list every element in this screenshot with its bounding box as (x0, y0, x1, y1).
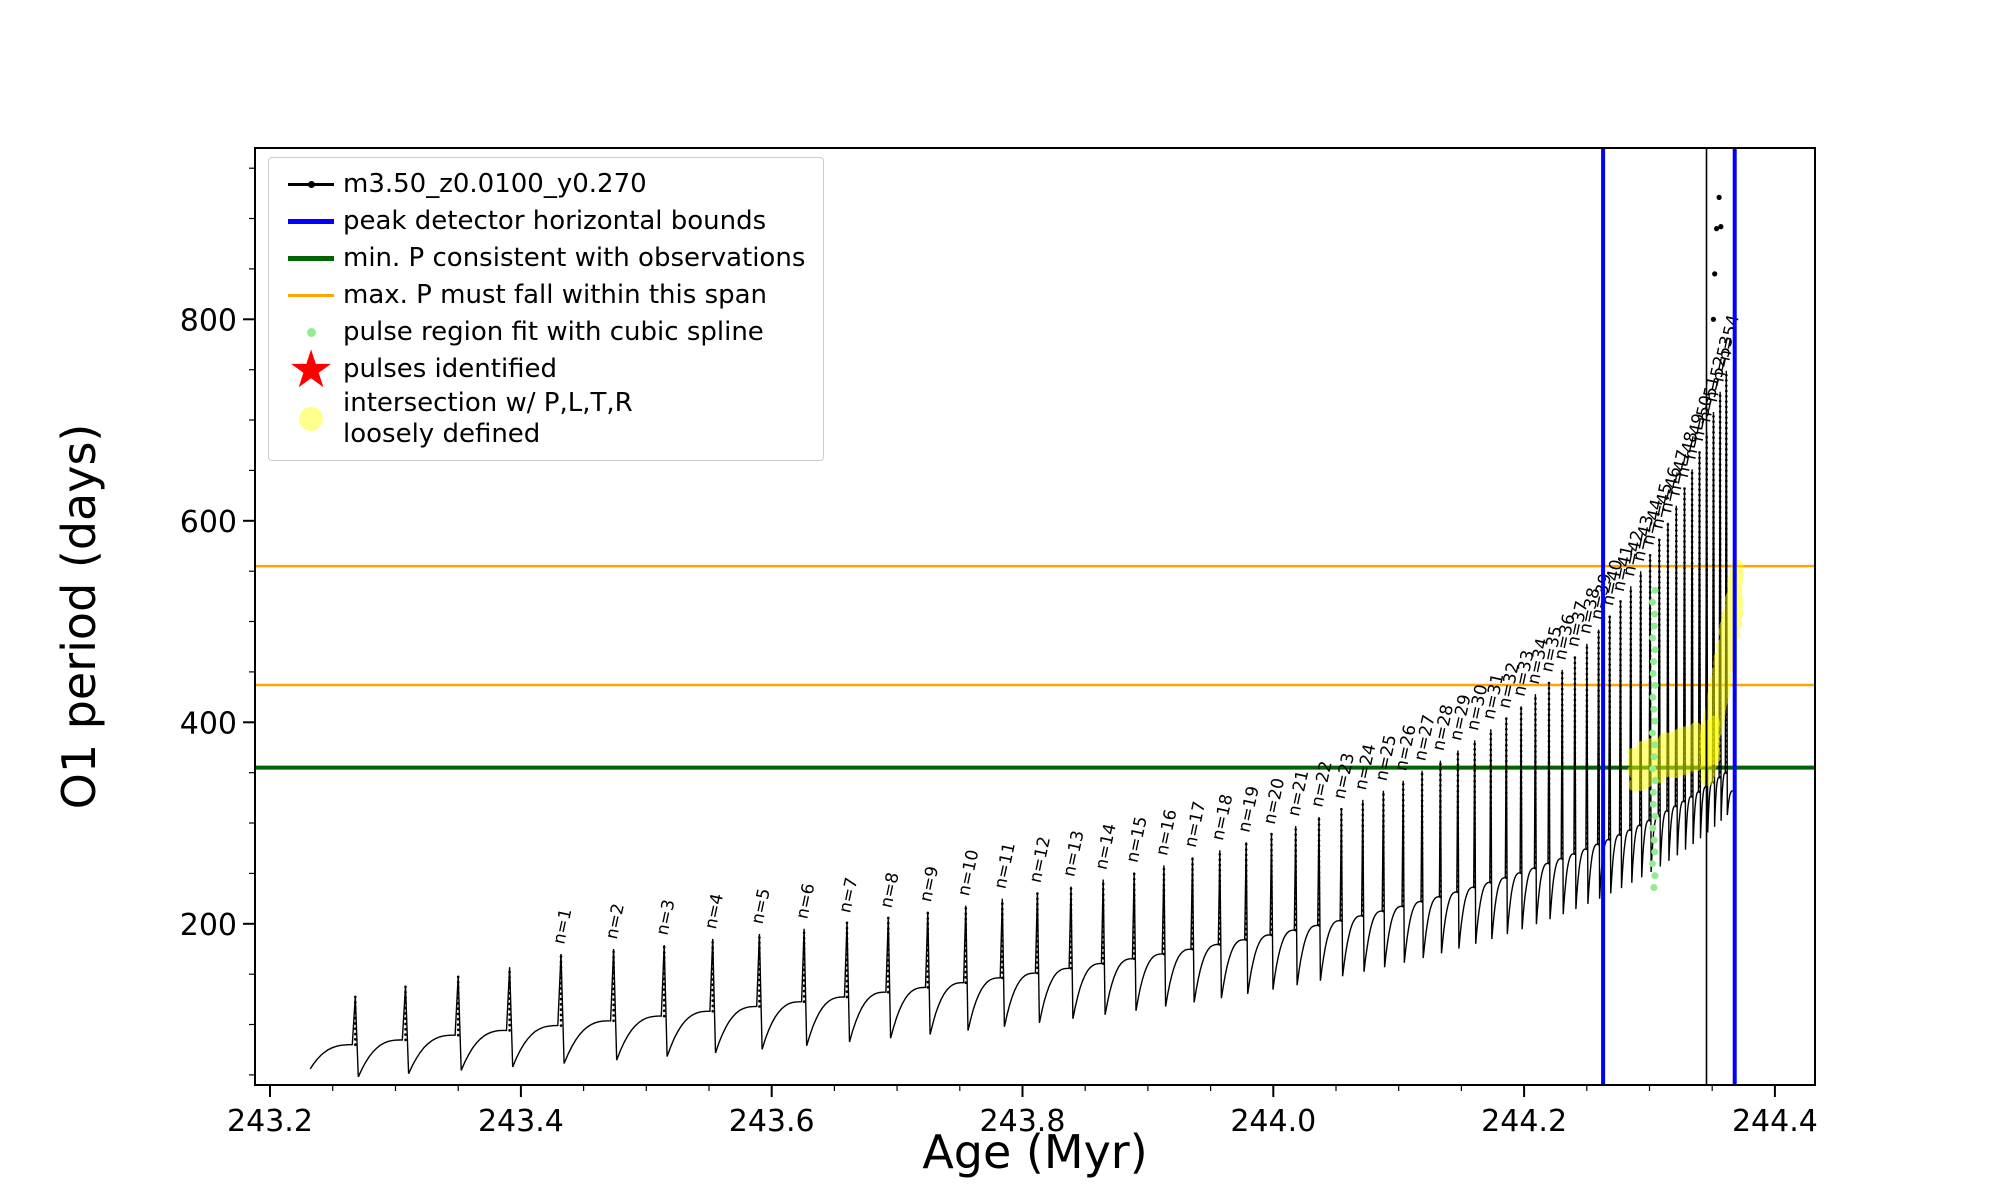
svg-text:244.2: 244.2 (1481, 1104, 1567, 1139)
spline-fit-scatter (1649, 586, 1659, 891)
legend-item-max-p: max. P must fall within this span (279, 277, 805, 314)
svg-text:243.8: 243.8 (980, 1104, 1066, 1139)
svg-text:n=12: n=12 (1026, 835, 1055, 885)
x-axis-label: Age (Myr) (922, 1125, 1147, 1179)
svg-text:n=4: n=4 (701, 892, 728, 931)
svg-text:n=15: n=15 (1123, 815, 1152, 865)
axes-frame (254, 147, 1816, 1086)
svg-text:n=17: n=17 (1181, 800, 1210, 850)
svg-text:n=6: n=6 (792, 882, 819, 921)
star-icon: ★ (287, 339, 335, 400)
legend-label-spline: pulse region fit with cubic spline (343, 316, 764, 347)
y-axis: 200 400 600 800 (180, 167, 255, 1076)
legend-item-peak-bounds: peak detector horizontal bounds (279, 203, 805, 240)
intersection-dot-icon (279, 407, 343, 432)
high-points (1710, 194, 1724, 322)
svg-text:244.4: 244.4 (1732, 1104, 1818, 1139)
legend-label-intersection: intersection w/ P,L,T,R loosely defined (343, 388, 633, 450)
legend-item-series: m3.50_z0.0100_y0.270 (279, 166, 805, 203)
legend-label-max-p: max. P must fall within this span (343, 279, 768, 310)
svg-text:n=9: n=9 (916, 865, 943, 904)
svg-text:n=18: n=18 (1208, 792, 1237, 842)
spline-dot-icon (279, 328, 343, 337)
series-line (309, 370, 1733, 1078)
svg-text:n=3: n=3 (653, 898, 680, 937)
svg-text:243.4: 243.4 (478, 1104, 564, 1139)
svg-text:244.0: 244.0 (1230, 1104, 1316, 1139)
svg-text:n=8: n=8 (877, 871, 904, 910)
svg-text:n=20: n=20 (1260, 776, 1289, 826)
blue-line-icon (279, 219, 343, 224)
x-axis: 243.2 243.4 243.6 243.8 244.0 244.2 244.4 (227, 1085, 1818, 1139)
y-axis-label: O1 period (days) (52, 424, 106, 810)
svg-text:200: 200 (180, 908, 237, 943)
svg-text:n=14: n=14 (1092, 822, 1121, 872)
svg-text:n=19: n=19 (1235, 784, 1264, 834)
svg-text:n=7: n=7 (835, 876, 862, 915)
legend-item-spline: pulse region fit with cubic spline (279, 314, 805, 351)
series-line-icon (279, 181, 343, 188)
svg-text:243.2: 243.2 (227, 1104, 313, 1139)
legend-item-min-p: min. P consistent with observations (279, 240, 805, 277)
svg-text:n=11: n=11 (991, 841, 1020, 891)
svg-text:400: 400 (180, 706, 237, 741)
svg-text:n=5: n=5 (748, 887, 775, 926)
svg-text:600: 600 (180, 505, 237, 540)
legend: m3.50_z0.0100_y0.270 peak detector horiz… (268, 157, 825, 462)
legend-label-pulses: pulses identified (343, 353, 558, 384)
legend-label-min-p: min. P consistent with observations (343, 242, 806, 273)
svg-text:n=13: n=13 (1059, 829, 1088, 879)
svg-text:n=16: n=16 (1152, 808, 1181, 858)
svg-text:800: 800 (180, 303, 237, 338)
legend-item-pulses: ★ pulses identified (279, 339, 805, 400)
green-line-icon (279, 256, 343, 261)
svg-text:n=1: n=1 (549, 907, 576, 946)
legend-label-peak-bounds: peak detector horizontal bounds (343, 205, 767, 236)
svg-text:n=10: n=10 (954, 848, 983, 898)
legend-item-intersection: intersection w/ P,L,T,R loosely defined (279, 388, 805, 450)
svg-text:n=2: n=2 (602, 902, 629, 941)
svg-text:n=54: n=54 (1715, 313, 1744, 363)
svg-text:243.6: 243.6 (729, 1104, 815, 1139)
legend-label-series: m3.50_z0.0100_y0.270 (343, 168, 647, 199)
orange-line-icon (279, 293, 343, 298)
